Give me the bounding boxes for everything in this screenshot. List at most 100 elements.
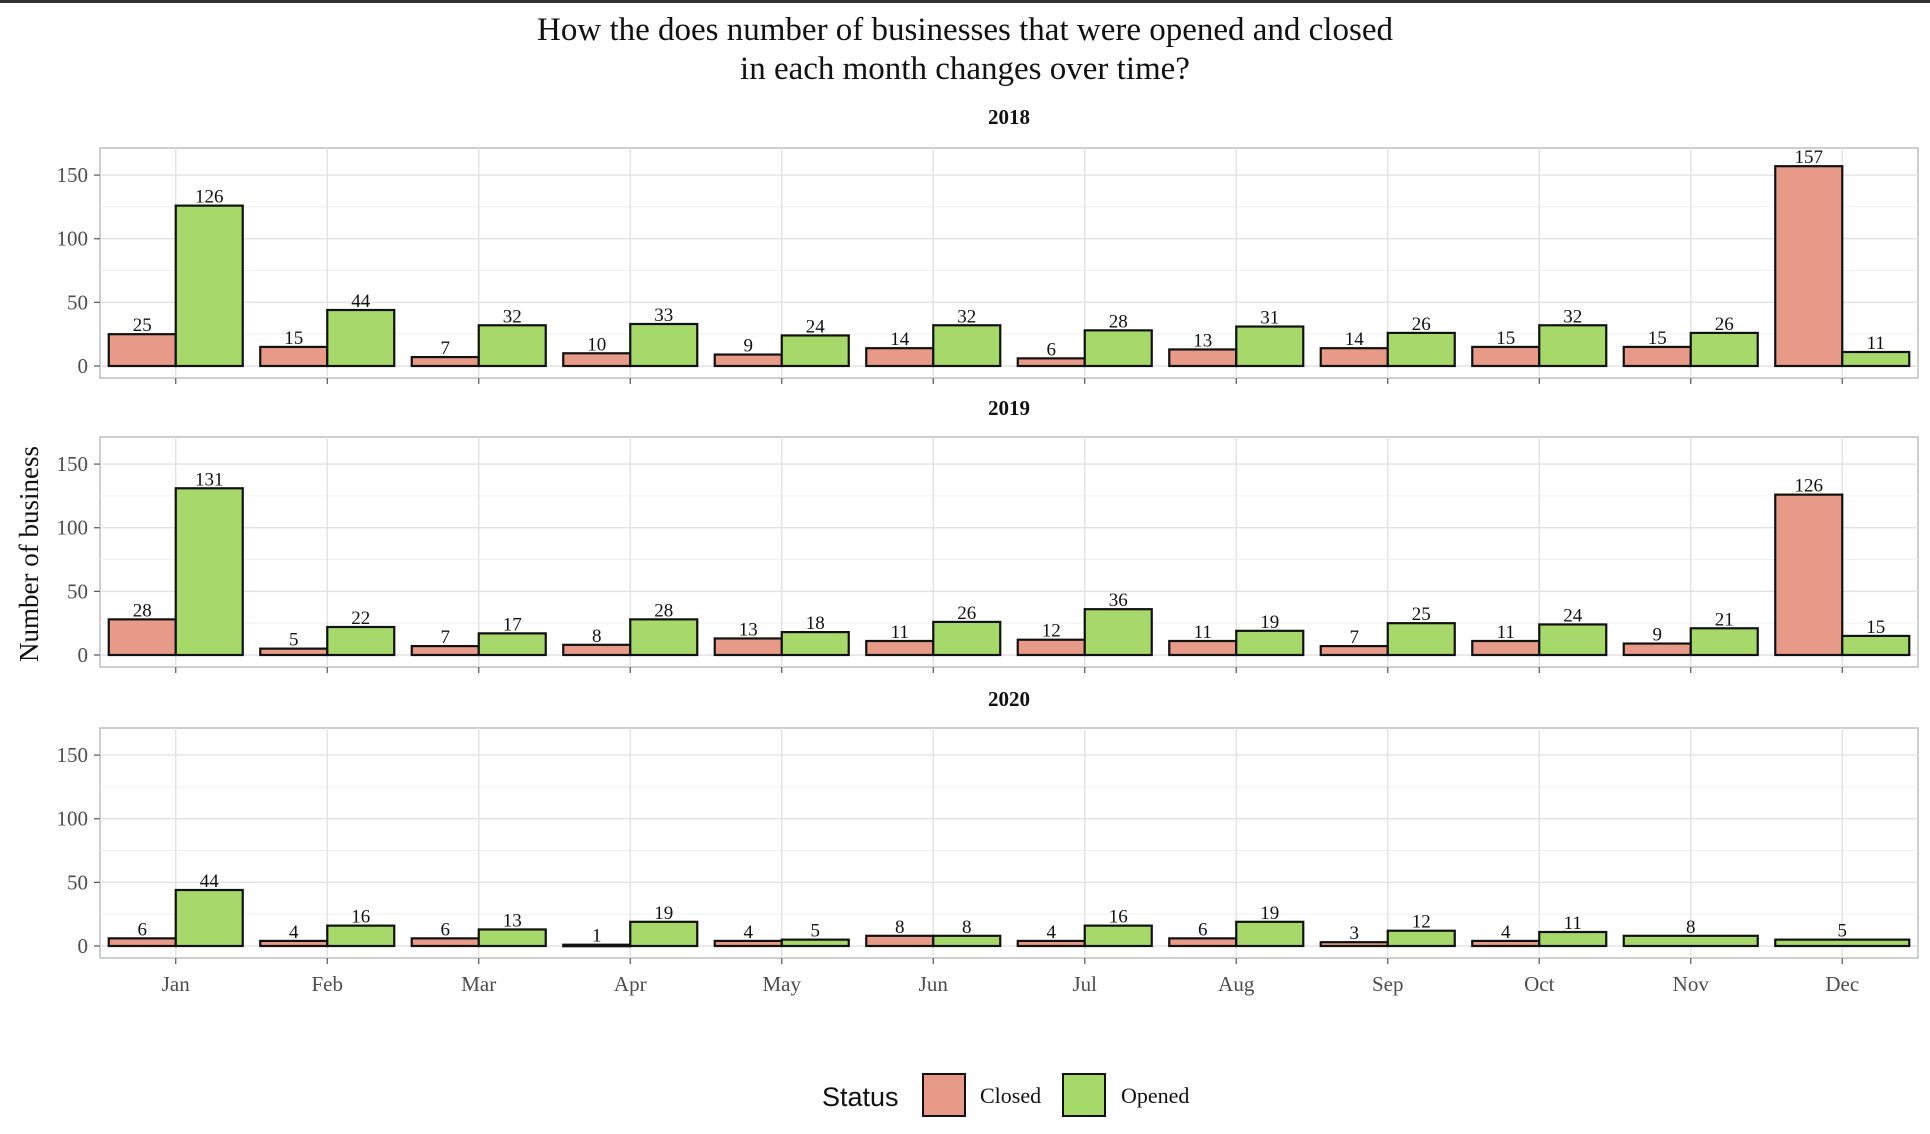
data-label-opened: 15 (1866, 617, 1885, 638)
data-label-opened: 28 (1109, 311, 1128, 332)
bar-opened (932, 620, 1002, 657)
chart-title-line-1: How the does number of businesses that w… (537, 12, 1393, 48)
bar-closed (1168, 639, 1238, 657)
y-axis-label: Number of business (14, 446, 44, 662)
y-tick-label: 0 (78, 643, 89, 667)
x-tick-label: Oct (1524, 972, 1554, 996)
bar-opened (629, 618, 699, 657)
y-tick-label: 0 (78, 354, 89, 378)
bar-opened (1538, 623, 1608, 657)
data-label-opened: 131 (195, 469, 224, 490)
data-label-closed: 7 (441, 627, 451, 648)
bar-opened (477, 632, 547, 657)
data-label-opened: 44 (200, 871, 220, 892)
bar-closed (107, 333, 177, 368)
bar-closed (1774, 493, 1844, 657)
data-label-closed: 25 (133, 315, 152, 336)
bar-opened (326, 924, 396, 948)
bar-opened (326, 308, 396, 368)
bar-opened (477, 324, 547, 368)
bar-closed (865, 639, 935, 657)
data-label-closed: 4 (1501, 922, 1511, 943)
bar-opened (1689, 331, 1759, 368)
facet-strip-label: 2019 (988, 396, 1030, 420)
data-label-closed: 9 (1653, 625, 1663, 646)
bar-closed (1168, 348, 1238, 368)
data-label-opened: 8 (1686, 917, 1696, 938)
bar-opened (1538, 324, 1608, 368)
data-label-opened: 25 (1412, 604, 1431, 625)
data-label-opened: 26 (1715, 314, 1734, 335)
data-label-opened: 126 (195, 187, 224, 208)
data-label-closed: 14 (1345, 329, 1365, 350)
data-label-closed: 1 (592, 926, 602, 947)
data-label-opened: 19 (1260, 612, 1279, 633)
bar-closed (713, 637, 783, 657)
data-label-opened: 36 (1109, 590, 1128, 611)
bar-opened (780, 938, 850, 948)
bar-opened (1386, 929, 1456, 948)
y-tick-label: 150 (57, 452, 89, 476)
data-label-opened: 13 (503, 910, 522, 931)
data-label-closed: 15 (1648, 328, 1667, 349)
bar-closed (107, 618, 177, 657)
data-label-opened: 32 (503, 306, 522, 327)
x-tick-label: Mar (461, 972, 496, 996)
data-label-opened: 11 (1867, 333, 1885, 354)
bar-opened (1235, 920, 1305, 948)
y-tick-label: 50 (67, 579, 88, 603)
data-label-closed: 7 (1350, 627, 1360, 648)
bar-closed (1471, 345, 1541, 368)
data-label-opened: 31 (1260, 308, 1279, 329)
data-label-opened: 5 (811, 921, 821, 942)
y-tick-label: 0 (78, 934, 89, 958)
data-label-closed: 8 (895, 917, 905, 938)
bar-opened (1083, 329, 1153, 368)
data-label-opened: 18 (806, 613, 825, 634)
x-tick-label: Sep (1372, 972, 1404, 996)
x-tick-label: Nov (1673, 972, 1710, 996)
bar-opened (1235, 325, 1305, 368)
bar-opened (1538, 930, 1608, 948)
bar-opened (477, 928, 547, 948)
data-label-closed: 8 (592, 626, 602, 647)
data-label-opened: 28 (654, 600, 673, 621)
bar-opened (780, 630, 850, 657)
legend: Status Closed Opened (822, 1073, 1189, 1117)
legend-key-opened (1062, 1073, 1106, 1117)
data-label-closed: 6 (1047, 339, 1057, 360)
bar-opened (932, 934, 1002, 948)
x-tick-label: Apr (614, 972, 647, 996)
bar-closed (1622, 345, 1692, 368)
data-label-closed: 10 (587, 334, 606, 355)
bar-closed (865, 347, 935, 368)
data-label-closed: 4 (1047, 922, 1057, 943)
bar-opened (326, 625, 396, 657)
x-axis: Jan Feb Mar Apr May Jun Jul Aug Sep Oct Nov Dec (162, 972, 1859, 996)
legend-label-opened: Opened (1121, 1083, 1189, 1108)
data-label-closed: 4 (744, 922, 754, 943)
data-label-opened: 21 (1715, 609, 1734, 630)
y-tick-label: 150 (57, 163, 89, 187)
data-label-closed: 28 (133, 600, 152, 621)
panel-2019: 2019 0 50 100 150 28 5 7 8 13 11 12 11 7 11 9 126 131 22 17… (57, 396, 1919, 673)
data-label-opened: 24 (1563, 605, 1583, 626)
data-label-closed: 4 (289, 922, 299, 943)
data-label-opened: 17 (503, 614, 522, 635)
data-label-closed: 11 (1497, 622, 1515, 643)
bar-closed (1471, 639, 1541, 657)
y-tick-label: 100 (57, 516, 89, 540)
data-label-closed: 15 (284, 328, 303, 349)
x-tick-label: Dec (1825, 972, 1859, 996)
data-label-opened: 33 (654, 305, 673, 326)
y-tick-label: 50 (67, 870, 88, 894)
chart-title-line-2: in each month changes over time? (740, 51, 1190, 87)
data-label-closed: 157 (1795, 147, 1824, 168)
bar-opened (1386, 331, 1456, 368)
x-tick-label: Jun (919, 972, 949, 996)
data-label-closed: 15 (1496, 328, 1515, 349)
data-label-opened: 26 (957, 603, 976, 624)
data-label-closed: 7 (441, 338, 451, 359)
bar-opened (780, 334, 850, 368)
